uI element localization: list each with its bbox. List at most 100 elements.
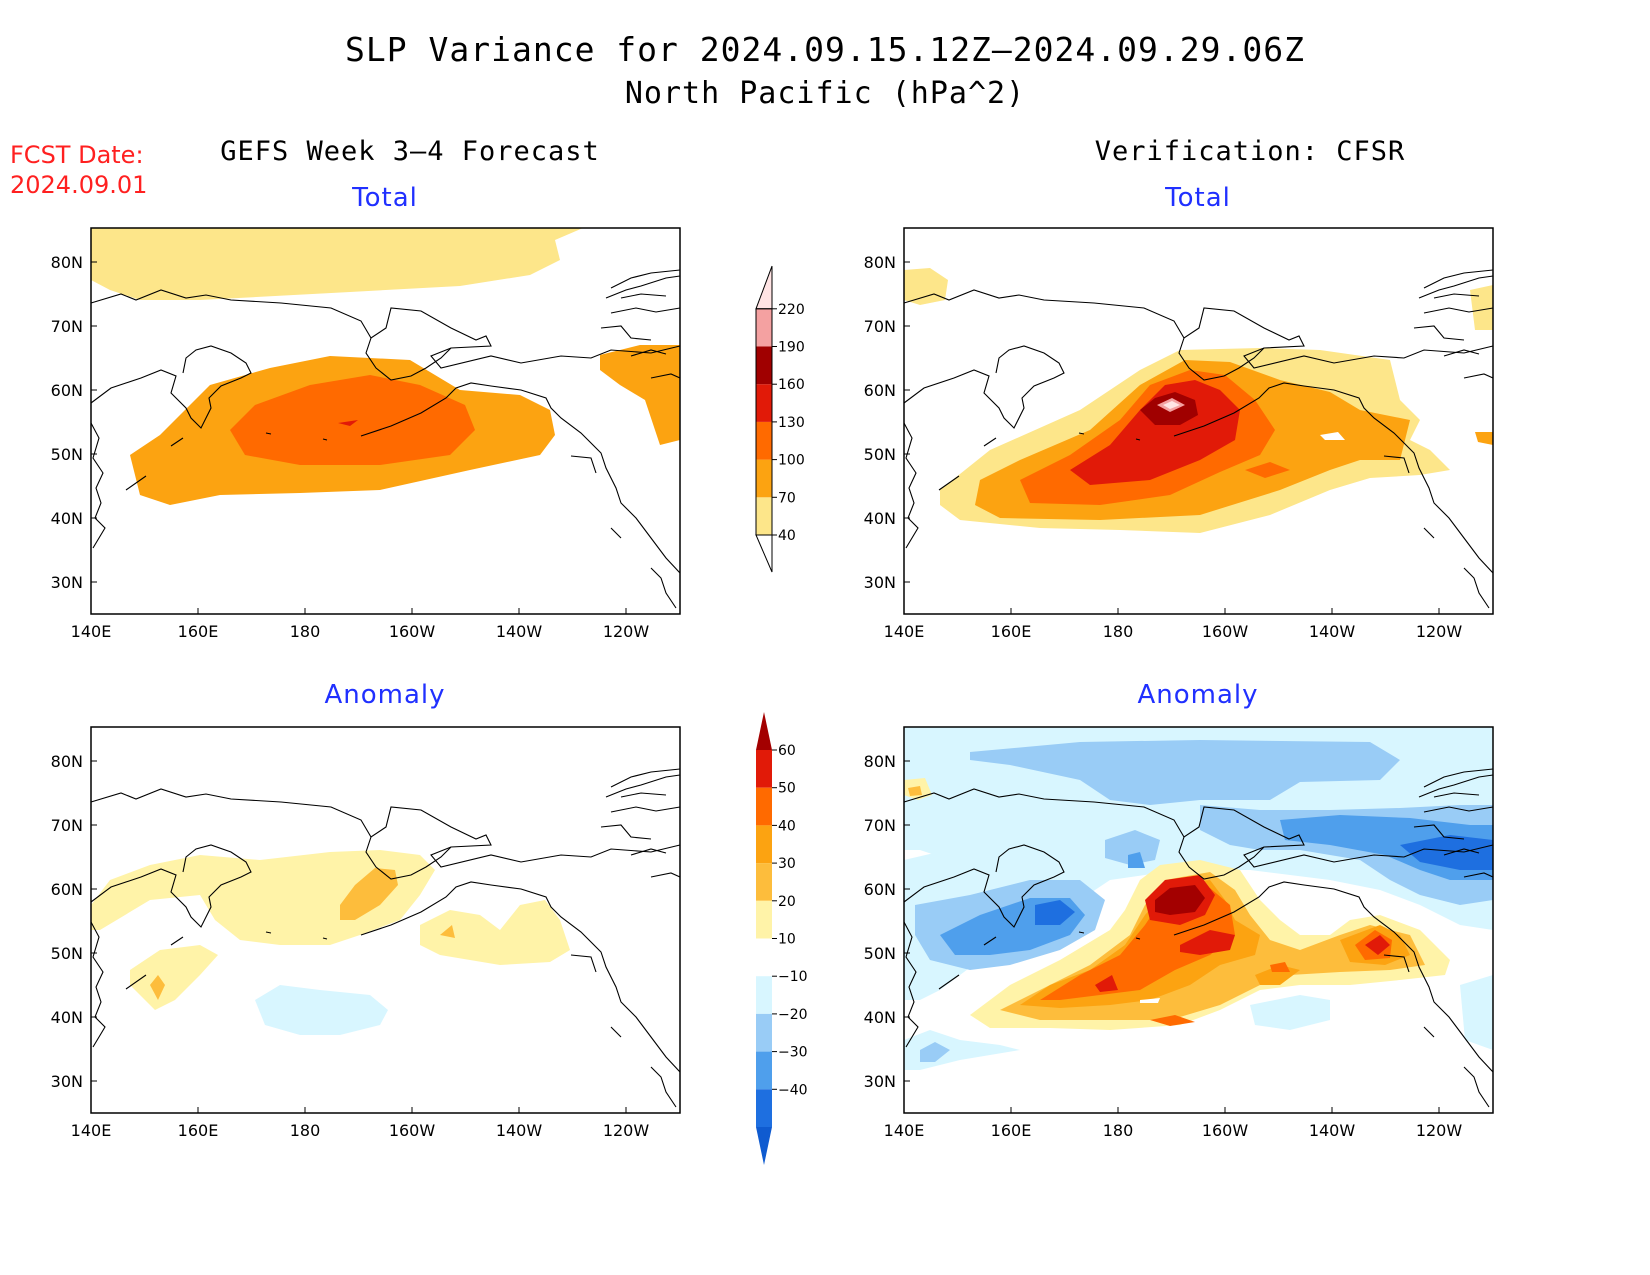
- forecast-anomaly-lat-label: 40N: [51, 1008, 83, 1027]
- total-colorbar-label: 130: [778, 415, 805, 431]
- forecast-total-lat-label: 30N: [51, 573, 83, 592]
- forecast-total-lat-label: 70N: [51, 317, 83, 336]
- forecast-total-lon-label: 180: [290, 622, 321, 641]
- forecast-total-lat-label: 50N: [51, 445, 83, 464]
- anomaly-colorbar-label: −10: [778, 969, 808, 985]
- verification-total-lon-label: 160E: [991, 622, 1032, 641]
- anomaly-colorbar-swatch: [756, 750, 772, 788]
- forecast-anomaly-map: [91, 727, 680, 1113]
- forecast-anomaly-lon-label: 160W: [389, 1121, 436, 1140]
- anomaly-colorbar-swatch: [756, 863, 772, 901]
- forecast-anomaly-lon-label: 120W: [603, 1121, 650, 1140]
- anomaly-colorbar-label: 10: [778, 932, 796, 948]
- verification-total-lat-label: 60N: [864, 381, 896, 400]
- verification-anomaly-lat-label: 50N: [864, 944, 896, 963]
- verification-total-lat-label: 40N: [864, 509, 896, 528]
- total-colorbar-swatch: [756, 497, 772, 535]
- verification-anomaly-lon-label: 140W: [1309, 1121, 1356, 1140]
- total-colorbar-swatch: [756, 459, 772, 498]
- verification-total-title: Total: [1165, 183, 1231, 213]
- forecast-total-lat-label: 80N: [51, 253, 83, 272]
- total-colorbar-label: 160: [778, 377, 805, 393]
- anomaly-colorbar-label: −30: [778, 1045, 808, 1061]
- fcst-date-value: 2024.09.01: [10, 171, 148, 199]
- total-colorbar-label: 40: [778, 528, 796, 544]
- axis-labels: 80N 70N 60N 50N 40N 30N 140E 160E 180 160W 140W 120…: [51, 253, 1463, 1140]
- verification-total-lon-label: 120W: [1416, 622, 1463, 641]
- forecast-anomaly-frame: [90, 726, 681, 1114]
- fcst-date-block: FCST Date: 2024.09.01: [10, 140, 147, 200]
- figure-title: SLP Variance for 2024.09.15.12Z–2024.09.…: [345, 30, 1305, 69]
- forecast-anomaly-lon-label: 160E: [178, 1121, 219, 1140]
- forecast-total-title: Total: [352, 183, 418, 213]
- anomaly-colorbar-swatch: [756, 825, 772, 864]
- forecast-anomaly-lat-label: 80N: [51, 752, 83, 771]
- total-colorbar-label: 190: [778, 340, 805, 356]
- forecast-total-lon-label: 120W: [603, 622, 650, 641]
- forecast-total-lat-label: 40N: [51, 509, 83, 528]
- verification-total-lon-label: 160W: [1202, 622, 1249, 641]
- verification-total-lon-label: 140W: [1309, 622, 1356, 641]
- right-column-title: Verification: CFSR: [1094, 136, 1406, 167]
- verification-anomaly-frame: [903, 726, 1494, 1114]
- total-colorbar-label: 100: [778, 453, 805, 469]
- verification-anomaly-title: Anomaly: [1137, 680, 1259, 710]
- verification-anomaly-lon-label: 140E: [884, 1121, 925, 1140]
- verification-total-lon-label: 140E: [884, 622, 925, 641]
- forecast-anomaly-lon-label: 140W: [496, 1121, 543, 1140]
- forecast-anomaly-lat-label: 30N: [51, 1072, 83, 1091]
- verification-anomaly-map: [904, 727, 1493, 1113]
- total-colorbar-label: 220: [778, 302, 805, 318]
- forecast-total-lon-label: 160E: [178, 622, 219, 641]
- verification-anomaly-lon-label: 120W: [1416, 1121, 1463, 1140]
- forecast-anomaly-lon-label: 140E: [71, 1121, 112, 1140]
- verification-anomaly-lat-label: 30N: [864, 1072, 896, 1091]
- forecast-total-map: [91, 228, 680, 614]
- figure-subtitle: North Pacific (hPa^2): [624, 76, 1026, 111]
- verification-total-lon-label: 180: [1103, 622, 1134, 641]
- anomaly-colorbar-high-tail: [756, 712, 772, 750]
- total-colorbar-swatch: [756, 421, 772, 460]
- forecast-total-lon-label: 160W: [389, 622, 436, 641]
- verification-total-lat-label: 70N: [864, 317, 896, 336]
- anomaly-colorbar-swatch: [756, 1089, 772, 1127]
- verification-anomaly-lon-label: 180: [1103, 1121, 1134, 1140]
- forecast-total-lon-label: 140W: [496, 622, 543, 641]
- verification-total-lat-label: 30N: [864, 573, 896, 592]
- verification-total-lat-label: 50N: [864, 445, 896, 464]
- anomaly-colorbar-label: −20: [778, 1007, 808, 1023]
- forecast-total-lat-label: 60N: [51, 381, 83, 400]
- total-colorbar-low-tail: [755, 534, 773, 573]
- verification-anomaly-lat-label: 70N: [864, 816, 896, 835]
- forecast-total-frame: [90, 227, 681, 615]
- anomaly-colorbar-swatch: [756, 938, 772, 977]
- total-colorbar-swatch: [756, 308, 772, 347]
- verification-anomaly-lat-label: 40N: [864, 1008, 896, 1027]
- forecast-anomaly-title: Anomaly: [324, 680, 446, 710]
- anomaly-colorbar-swatch: [756, 976, 772, 1014]
- anomaly-colorbar-swatch: [756, 787, 772, 826]
- forecast-total-lon-label: 140E: [71, 622, 112, 641]
- left-column-title: GEFS Week 3–4 Forecast: [220, 136, 600, 167]
- verification-total-lat-label: 80N: [864, 253, 896, 272]
- anomaly-colorbar-label: 30: [778, 856, 796, 872]
- verification-anomaly-lat-label: 80N: [864, 752, 896, 771]
- verification-anomaly-lat-label: 60N: [864, 880, 896, 899]
- anomaly-colorbar-swatch: [756, 1051, 772, 1090]
- anomaly-colorbar-swatch: [756, 900, 772, 939]
- total-colorbar-label: 70: [778, 490, 796, 506]
- forecast-anomaly-lat-label: 70N: [51, 816, 83, 835]
- anomaly-colorbar-swatch: [756, 1013, 772, 1052]
- anomaly-colorbar-label: 60: [778, 743, 796, 759]
- anomaly-colorbar-low-tail: [756, 1127, 772, 1165]
- forecast-anomaly-lon-label: 180: [290, 1121, 321, 1140]
- verification-anomaly-lon-label: 160E: [991, 1121, 1032, 1140]
- fcst-date-label: FCST Date:: [10, 141, 144, 169]
- verification-total-frame: [903, 227, 1494, 615]
- total-colorbar-swatch: [756, 346, 772, 385]
- colorbars: 40 70 100 130 160 190 220 60 50 40 30 20 10 −10 −20 −30…: [755, 265, 808, 1165]
- anomaly-colorbar-label: −40: [778, 1082, 808, 1098]
- forecast-anomaly-lat-label: 50N: [51, 944, 83, 963]
- verification-anomaly-lon-label: 160W: [1202, 1121, 1249, 1140]
